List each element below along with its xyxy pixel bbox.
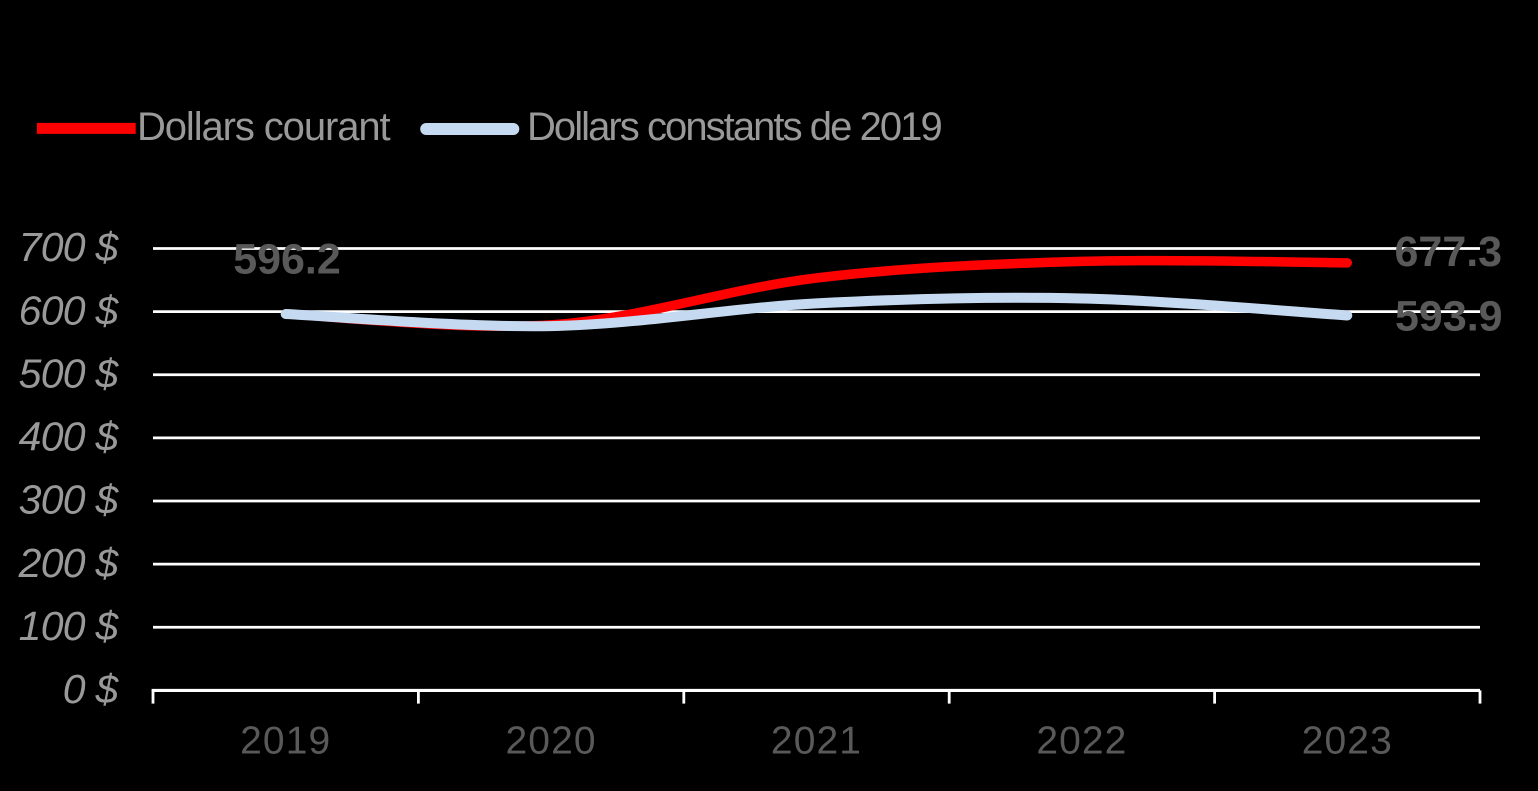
svg-text:600 $: 600 $ [19,287,120,333]
svg-text:100 $: 100 $ [19,603,120,649]
svg-text:200 $: 200 $ [18,540,120,586]
svg-text:500 $: 500 $ [19,351,120,397]
svg-text:400 $: 400 $ [19,414,120,460]
svg-text:596.2: 596.2 [233,236,341,284]
svg-text:677.3: 677.3 [1394,228,1502,276]
svg-text:2020: 2020 [506,720,597,763]
svg-text:2022: 2022 [1036,720,1127,763]
svg-text:2021: 2021 [771,720,862,763]
svg-text:300 $: 300 $ [19,477,120,523]
svg-text:Dollars courant: Dollars courant [137,105,390,149]
svg-text:Dollars constants de 2019: Dollars constants de 2019 [527,105,941,149]
svg-text:700 $: 700 $ [19,224,120,270]
svg-text:0 $: 0 $ [63,666,120,712]
svg-text:2023: 2023 [1302,720,1393,763]
svg-text:2019: 2019 [240,720,331,763]
svg-text:593.9: 593.9 [1395,293,1503,341]
